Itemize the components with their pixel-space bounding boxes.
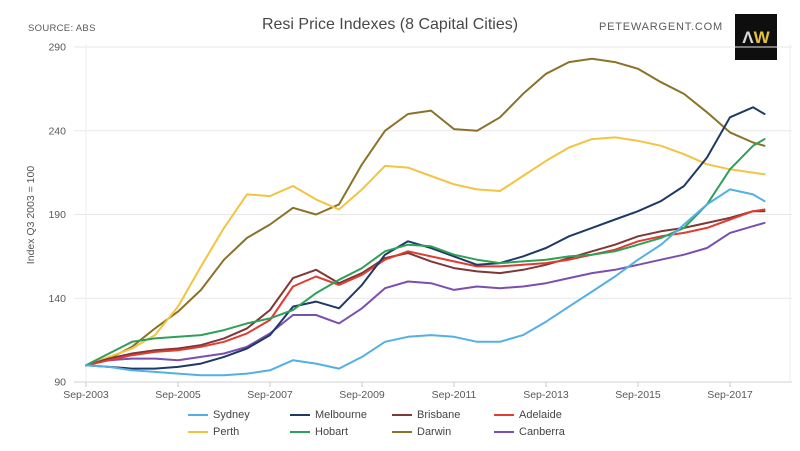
series-line-brisbane [85, 210, 766, 367]
legend-swatch [494, 413, 514, 417]
series-line-perth [85, 136, 766, 367]
legend-item-hobart: Hobart [290, 424, 392, 440]
legend-label: Perth [213, 426, 240, 438]
logo-letter-a: Λ [742, 27, 754, 47]
legend-label: Sydney [213, 409, 250, 421]
legend-label: Darwin [417, 426, 452, 438]
legend-item-canberra: Canberra [494, 424, 606, 440]
legend-item-perth: Perth [188, 424, 290, 440]
brand-text: PETEWARGENT.COM [598, 21, 723, 33]
y-tick-label: 140 [48, 293, 66, 305]
series-line-sydney [85, 188, 766, 377]
legend-item-brisbane: Brisbane [392, 407, 494, 423]
series-line-hobart [85, 138, 766, 367]
legend-swatch [494, 430, 514, 434]
legend-label: Adelaide [519, 409, 562, 421]
legend-label: Brisbane [417, 409, 461, 421]
y-tick-label: 290 [48, 42, 66, 54]
y-tick-label: 240 [48, 125, 66, 137]
x-tick-label: Sep-2011 [432, 389, 477, 401]
legend-swatch [392, 430, 412, 434]
legend-swatch [188, 430, 208, 434]
legend-swatch [188, 413, 208, 417]
series-line-canberra [85, 221, 766, 367]
legend-item-darwin: Darwin [392, 424, 494, 440]
legend-swatch [290, 430, 310, 434]
x-tick-label: Sep-2003 [63, 389, 109, 401]
legend-label: Hobart [315, 426, 349, 438]
legend-item-adelaide: Adelaide [494, 407, 606, 423]
chart-title: Resi Price Indexes (8 Capital Cities) [261, 16, 519, 33]
x-tick-label: Sep-2013 [523, 389, 569, 401]
legend-item-sydney: Sydney [188, 407, 290, 423]
y-tick-label: 190 [48, 209, 66, 221]
y-tick-label: 90 [54, 377, 66, 389]
legend-item-melbourne: Melbourne [290, 407, 392, 423]
x-tick-label: Sep-2017 [707, 389, 753, 401]
series-line-adelaide [85, 208, 766, 367]
series-line-darwin [85, 57, 766, 367]
x-tick-label: Sep-2009 [339, 389, 385, 401]
logo-letter-w: W [753, 27, 770, 47]
source-note: SOURCE: ABS [28, 23, 96, 34]
x-tick-label: Sep-2015 [615, 389, 661, 401]
series-line-melbourne [85, 106, 766, 370]
x-tick-label: Sep-2007 [247, 389, 293, 401]
legend-swatch [290, 413, 310, 417]
legend-label: Melbourne [315, 409, 367, 421]
legend-label: Canberra [519, 426, 565, 438]
legend-swatch [392, 413, 412, 417]
legend: Sydney Melbourne Brisbane Adelaide Perth Hoba… [188, 407, 606, 440]
x-tick-label: Sep-2005 [155, 389, 201, 401]
